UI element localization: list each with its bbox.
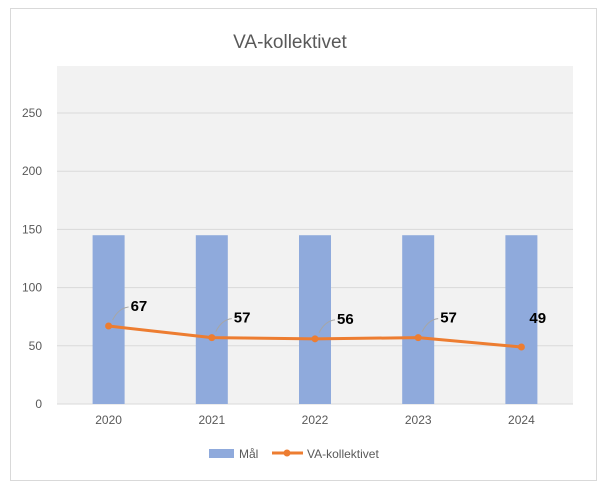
line-point-2020 xyxy=(105,322,113,330)
y-tick-label: 150 xyxy=(22,222,42,236)
data-labels: 67 57 56 57 49 xyxy=(112,298,546,334)
legend-label-bar: Mål xyxy=(239,447,258,461)
line-point-2024 xyxy=(517,343,525,351)
y-tick-label: 250 xyxy=(22,106,42,120)
line-series xyxy=(105,322,525,351)
line-point-2023 xyxy=(414,334,422,342)
bar-series xyxy=(92,235,538,404)
bar-2021 xyxy=(195,235,228,404)
leader-line xyxy=(421,318,439,332)
bar-2020 xyxy=(92,235,125,404)
legend: Mål VA-kollektivet xyxy=(209,447,379,461)
legend-swatch-bar xyxy=(209,449,234,458)
data-label: 67 xyxy=(131,298,148,315)
data-label: 49 xyxy=(529,310,546,327)
bar-2022 xyxy=(299,235,331,404)
legend-swatch-marker xyxy=(283,449,291,457)
y-tick-label: 0 xyxy=(35,397,42,411)
data-label: 56 xyxy=(337,311,354,328)
leader-line xyxy=(318,319,336,334)
x-tick-label: 2021 xyxy=(198,413,225,427)
y-tick-label: 50 xyxy=(29,339,43,353)
x-axis-ticks: 2020 2021 2022 2023 2024 xyxy=(95,413,535,427)
x-tick-label: 2023 xyxy=(405,413,432,427)
legend-label-line: VA-kollektivet xyxy=(307,447,379,461)
data-label: 57 xyxy=(234,310,251,327)
x-tick-label: 2024 xyxy=(508,413,535,427)
bar-2024 xyxy=(505,235,538,404)
x-tick-label: 2020 xyxy=(95,413,122,427)
leader-line xyxy=(215,318,232,332)
bar-2023 xyxy=(402,235,435,404)
y-axis-ticks: 0 50 100 150 200 250 xyxy=(22,106,42,411)
x-tick-label: 2022 xyxy=(302,413,329,427)
chart-title: VA-kollektivet xyxy=(233,32,347,53)
leader-line xyxy=(112,306,129,321)
data-label: 57 xyxy=(440,310,457,327)
line-point-2021 xyxy=(208,334,216,342)
line-point-2022 xyxy=(311,335,319,343)
y-tick-label: 100 xyxy=(22,281,42,295)
y-tick-label: 200 xyxy=(22,164,42,178)
